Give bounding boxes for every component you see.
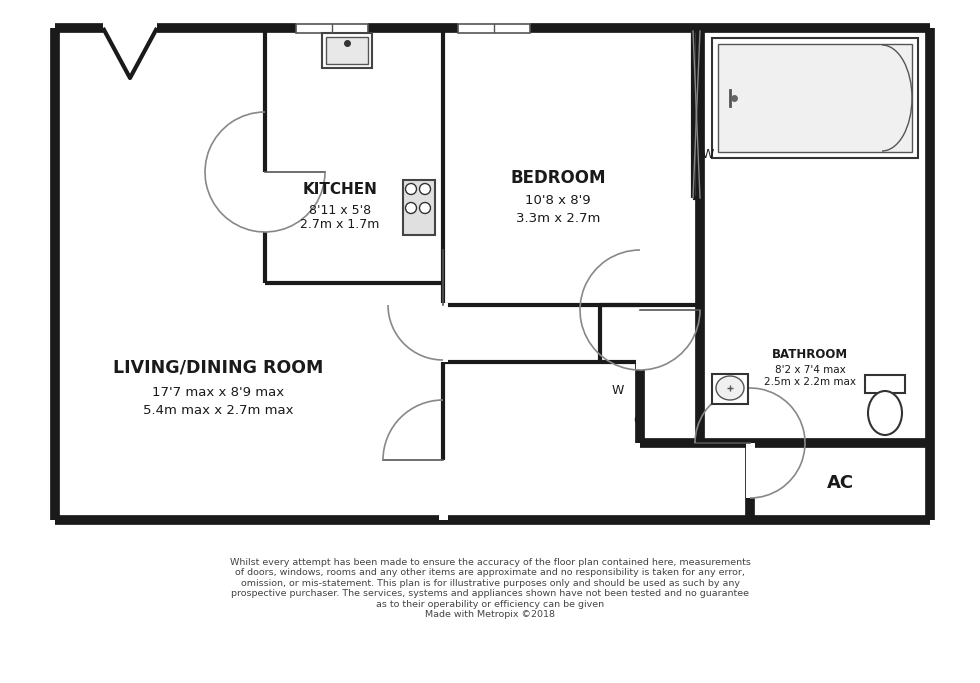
- Text: 5.4m max x 2.7m max: 5.4m max x 2.7m max: [143, 404, 293, 417]
- Text: 8'11 x 5'8: 8'11 x 5'8: [309, 204, 371, 217]
- Text: BEDROOM: BEDROOM: [511, 169, 606, 187]
- Bar: [718, 44, 912, 152]
- Circle shape: [406, 184, 416, 195]
- Bar: [712, 38, 918, 158]
- Text: 17'7 max x 8'9 max: 17'7 max x 8'9 max: [152, 385, 284, 398]
- Text: W: W: [702, 148, 714, 161]
- Bar: [865, 375, 905, 393]
- Text: W: W: [612, 383, 624, 397]
- Circle shape: [419, 184, 430, 195]
- Bar: [296, 24, 368, 33]
- Bar: [403, 180, 435, 235]
- Bar: [326, 37, 368, 64]
- Text: AC: AC: [826, 474, 854, 492]
- Bar: [458, 24, 530, 33]
- Text: LIVING/DINING ROOM: LIVING/DINING ROOM: [113, 359, 323, 377]
- Bar: [636, 310, 645, 370]
- Bar: [439, 460, 448, 520]
- Circle shape: [406, 202, 416, 214]
- Text: C: C: [634, 413, 642, 426]
- Bar: [458, 24, 530, 33]
- Ellipse shape: [716, 376, 744, 400]
- Bar: [712, 374, 748, 404]
- Text: 3.3m x 2.7m: 3.3m x 2.7m: [515, 212, 600, 225]
- Text: 2.5m x 2.2m max: 2.5m x 2.2m max: [764, 377, 856, 387]
- Text: 2.7m x 1.7m: 2.7m x 1.7m: [300, 219, 379, 232]
- Text: 10'8 x 8'9: 10'8 x 8'9: [525, 193, 591, 206]
- Circle shape: [419, 202, 430, 214]
- Bar: [746, 443, 755, 498]
- Text: BATHROOM: BATHROOM: [772, 348, 848, 361]
- Text: 8'2 x 7'4 max: 8'2 x 7'4 max: [774, 365, 846, 375]
- Text: KITCHEN: KITCHEN: [303, 182, 377, 197]
- Ellipse shape: [868, 391, 902, 435]
- Bar: [439, 303, 448, 362]
- Bar: [261, 172, 270, 232]
- Bar: [322, 33, 372, 68]
- Bar: [55, 28, 930, 520]
- Text: Whilst every attempt has been made to ensure the accuracy of the floor plan cont: Whilst every attempt has been made to en…: [229, 558, 751, 619]
- Bar: [296, 24, 368, 33]
